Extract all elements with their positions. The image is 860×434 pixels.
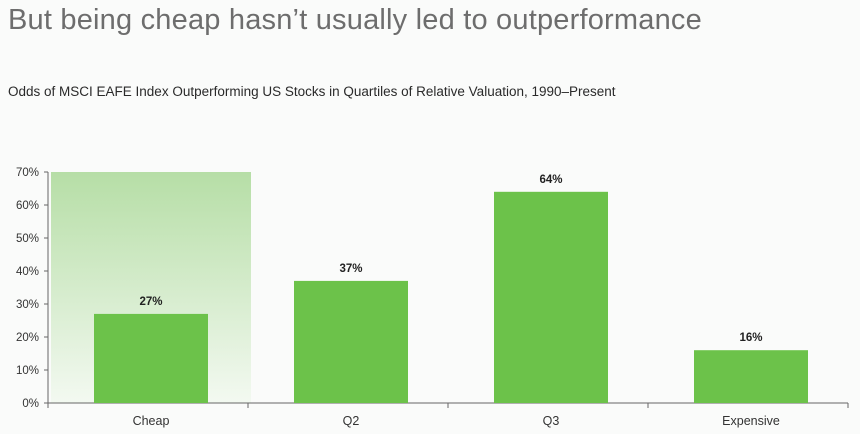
y-tick-label: 70% xyxy=(16,167,39,179)
y-tick-label: 0% xyxy=(22,398,39,410)
x-tick-label: Expensive xyxy=(722,414,780,428)
y-tick-label: 20% xyxy=(16,332,39,344)
y-tick-label: 60% xyxy=(16,200,39,212)
y-tick-label: 30% xyxy=(16,299,39,311)
slide-headline: But being cheap hasn’t usually led to ou… xyxy=(8,4,702,36)
x-tick-label: Q2 xyxy=(343,414,360,428)
data-label: 64% xyxy=(539,174,562,186)
y-tick-label: 40% xyxy=(16,266,39,278)
bar-q2 xyxy=(294,280,408,403)
bar-expensive xyxy=(694,350,808,403)
data-label: 37% xyxy=(339,263,362,275)
bar-cheap xyxy=(94,313,208,403)
y-tick-label: 10% xyxy=(16,365,39,377)
chart-title: Odds of MSCI EAFE Index Outperforming US… xyxy=(8,84,616,99)
x-tick-label: Cheap xyxy=(133,414,170,428)
data-label: 16% xyxy=(739,332,762,344)
data-label: 27% xyxy=(139,296,162,308)
x-tick-label: Q3 xyxy=(543,414,560,428)
bar-q3 xyxy=(494,191,608,403)
y-tick-label: 50% xyxy=(16,233,39,245)
